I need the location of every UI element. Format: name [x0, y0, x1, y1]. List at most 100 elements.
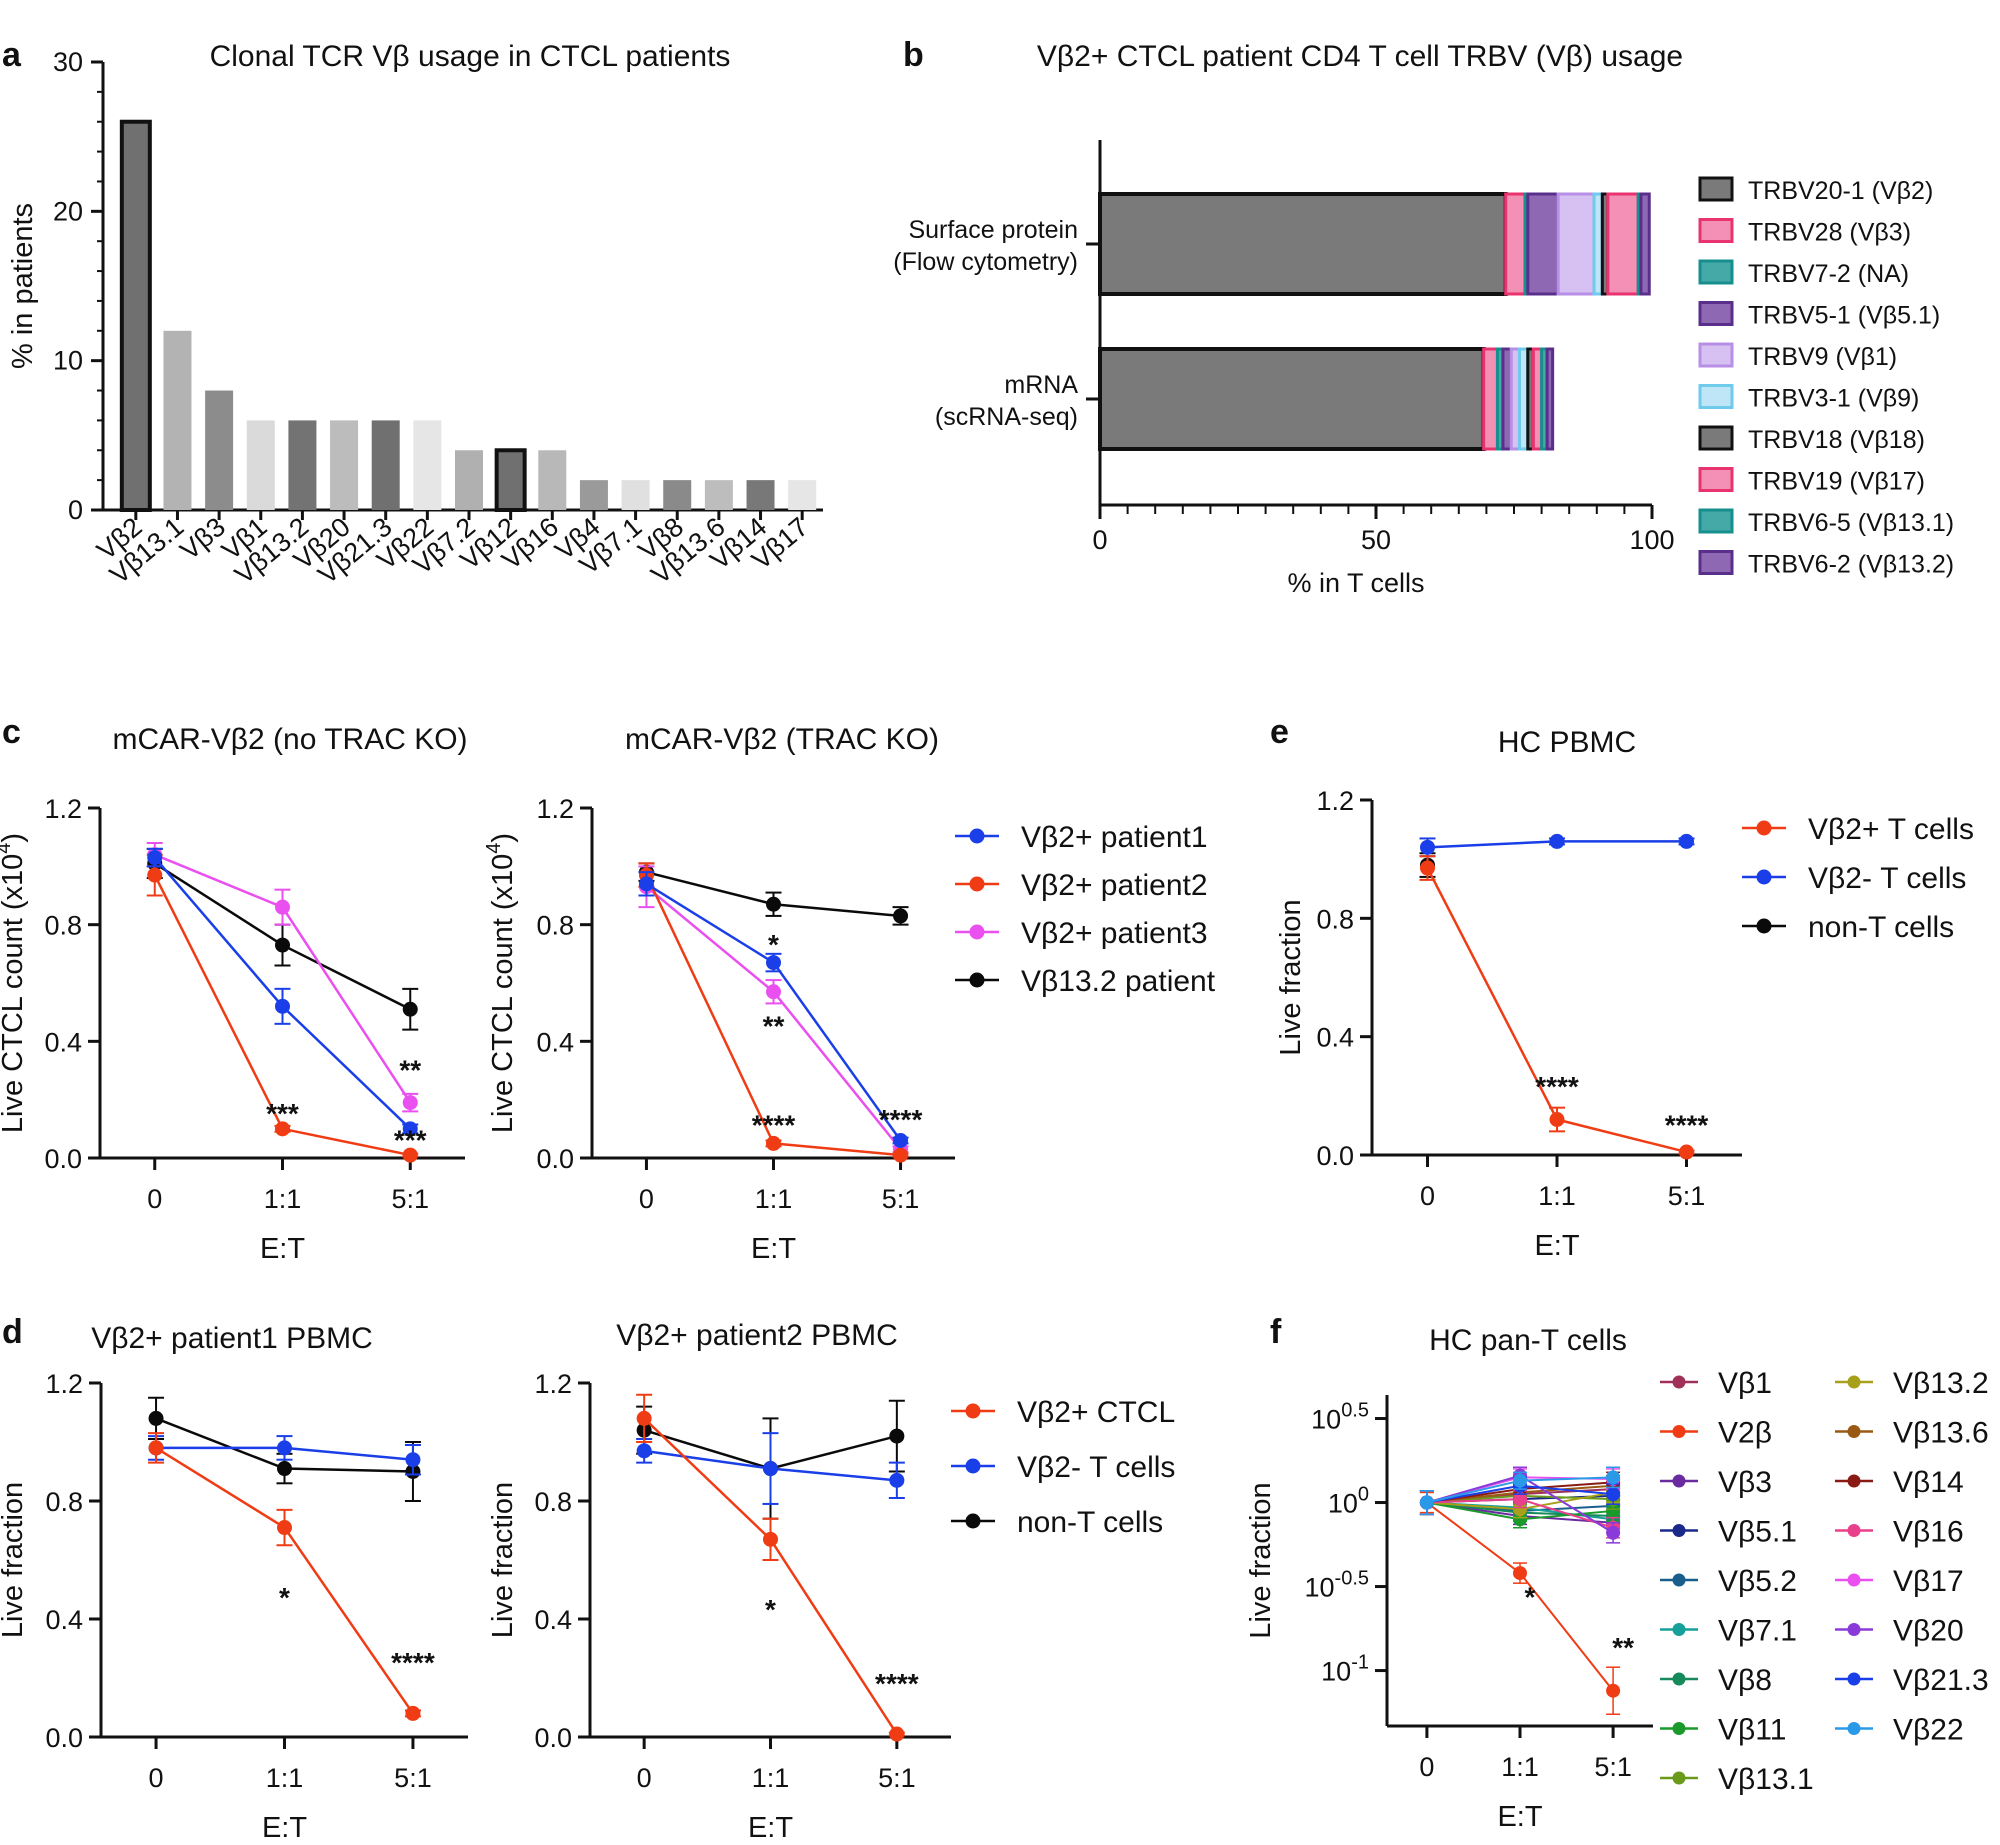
x-tick-label: 100 [1629, 525, 1674, 555]
y-tick-label: 10-0.5 [1304, 1568, 1369, 1603]
stacked-segment [1545, 347, 1555, 451]
y-tick-label: 0.8 [536, 911, 574, 941]
legend-label: TRBV9 (Vβ1) [1748, 343, 1897, 371]
y-tick-label: 20 [53, 196, 83, 226]
legend-marker [1672, 1474, 1686, 1488]
data-point [763, 1531, 778, 1547]
y-category-label-line2: (scRNA-seq) [935, 403, 1078, 431]
legend-marker [965, 1513, 981, 1529]
y-category-label-line2: (Flow cytometry) [893, 248, 1078, 276]
data-point [1513, 1492, 1527, 1507]
bar [246, 420, 275, 510]
legend-label: Vβ13.1 [1718, 1763, 1814, 1796]
x-tick-label: 5:1 [1668, 1181, 1706, 1211]
legend-marker [1756, 918, 1772, 934]
significance-annotation: **** [1535, 1071, 1579, 1102]
significance-annotation: **** [391, 1647, 435, 1678]
data-point [763, 1461, 778, 1477]
legend-label: Vβ20 [1893, 1615, 1964, 1648]
legend-swatch [1698, 425, 1734, 451]
x-tick-label: 5:1 [1594, 1752, 1632, 1782]
bar [704, 480, 733, 510]
stacked-segment [1098, 347, 1486, 451]
legend-label: Vβ2+ patient3 [1021, 917, 1208, 950]
bar [494, 448, 527, 512]
y-tick-label: 0.0 [45, 1723, 83, 1753]
x-tick-label: 5:1 [391, 1184, 429, 1214]
significance-annotation: * [765, 1594, 776, 1625]
legend-marker [1847, 1722, 1861, 1735]
panel-f-log-line-chart: 100.5 100 10-0.5 10-1 0 1:1 5:1 E:T Live fractio… [1245, 1367, 1989, 1833]
x-tick-label: 5:1 [878, 1763, 916, 1793]
significance-annotation: * [768, 929, 779, 960]
legend-swatch [1698, 176, 1734, 202]
stacked-segment [1482, 347, 1499, 451]
panel-c2-line-chart: 0.0 0.4 0.8 1.2 0 1:1 5:1 E:T Live CTCL count (x… [483, 794, 1216, 1265]
data-point [147, 850, 163, 866]
legend-label: TRBV5-1 (Vβ5.1) [1748, 302, 1940, 330]
legend-swatch [1698, 467, 1734, 492]
x-tick-label: 0 [149, 1763, 164, 1793]
panel-c1-title: mCAR-Vβ2 (no TRAC KO) [112, 723, 467, 756]
data-point [1420, 860, 1435, 876]
legend-marker [969, 876, 985, 892]
stacked-segment [1639, 192, 1651, 296]
legend-label: V2β [1718, 1417, 1772, 1450]
data-point [766, 984, 781, 1000]
data-point [889, 1472, 905, 1488]
data-point [402, 1095, 418, 1111]
x-axis-label: E:T [262, 1812, 307, 1844]
stacked-segment [1098, 192, 1508, 296]
legend-label: TRBV19 (Vβ17) [1748, 468, 1925, 496]
significance-annotation: **** [752, 1110, 796, 1141]
panel-label-a: a [2, 36, 22, 74]
legend-label: Vβ13.6 [1893, 1417, 1989, 1450]
significance-annotation: **** [875, 1668, 919, 1699]
legend-marker [965, 1458, 981, 1474]
x-axis-label: E:T [1534, 1230, 1579, 1262]
data-point [277, 1440, 292, 1456]
data-point [766, 896, 781, 912]
data-point [275, 899, 290, 915]
y-axis-label: Live fraction [487, 1482, 519, 1638]
y-tick-label: 0.8 [44, 911, 82, 941]
y-tick-label: 0.4 [1316, 1023, 1354, 1053]
legend-label: non-T cells [1808, 911, 1954, 944]
legend-label: Vβ2+ T cells [1808, 813, 1974, 846]
legend-label: non-T cells [1017, 1506, 1163, 1539]
panel-e-title: HC PBMC [1498, 726, 1636, 759]
bar [330, 420, 359, 510]
data-point [1606, 1470, 1621, 1485]
x-tick-label: 50 [1361, 525, 1391, 555]
x-axis-label: % in T cells [1287, 568, 1424, 598]
data-point [893, 908, 909, 924]
y-tick-label: 0.8 [1316, 904, 1354, 934]
stacked-segment [1526, 192, 1560, 296]
data-point [405, 1705, 421, 1721]
panel-d2-title: Vβ2+ patient2 PBMC [616, 1319, 898, 1352]
legend-label: Vβ14 [1893, 1466, 1964, 1499]
x-tick-label: 1:1 [1538, 1181, 1576, 1211]
panel-f-title: HC pan-T cells [1429, 1324, 1627, 1357]
legend-label: TRBV6-2 (Vβ13.2) [1748, 551, 1954, 579]
legend-marker [1756, 869, 1772, 885]
x-tick-label: 5:1 [882, 1184, 920, 1214]
data-point [402, 1001, 418, 1017]
legend-marker [1847, 1524, 1861, 1537]
data-point [1679, 1144, 1694, 1160]
y-tick-label: 1.2 [44, 794, 82, 824]
panel-label-d: d [2, 1313, 23, 1351]
panel-b-stacked-bar-chart: 0 50 100 % in T cells Surface protein (Flow c… [893, 140, 1954, 598]
y-axis-label: Live fraction [1245, 1482, 1277, 1638]
y-axis-label: Live fraction [1275, 899, 1307, 1055]
panel-b-title: Vβ2+ CTCL patient CD4 T cell TRBV (Vβ) u… [1037, 40, 1683, 73]
y-tick-label: 0.0 [536, 1144, 574, 1174]
y-tick-label: 0 [68, 495, 83, 525]
data-point [402, 1147, 418, 1163]
legend-marker [1672, 1722, 1686, 1735]
legend-label: TRBV3-1 (Vβ9) [1748, 385, 1919, 413]
legend-label: Vβ16 [1893, 1516, 1964, 1549]
data-point [1606, 1525, 1621, 1540]
